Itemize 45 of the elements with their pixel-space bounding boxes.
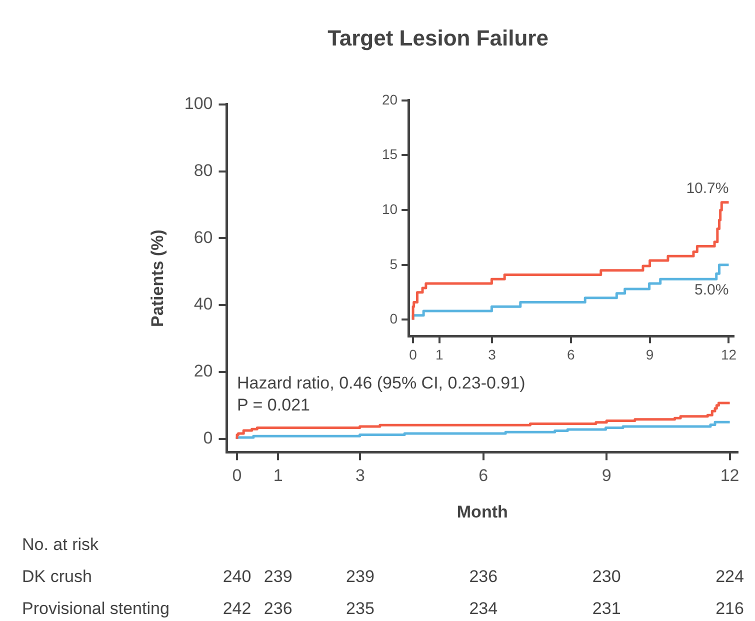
x-tick-label: 9 bbox=[602, 466, 612, 486]
chart-title: Target Lesion Failure bbox=[328, 25, 548, 50]
text: 240 bbox=[222, 566, 252, 586]
x-tick-label: 6 bbox=[478, 466, 488, 486]
x-tick-label: 1 bbox=[273, 466, 283, 486]
text: 236 bbox=[264, 598, 292, 618]
text: 234 bbox=[469, 598, 498, 618]
x-tick-label: 6 bbox=[566, 346, 575, 362]
x-tick-label: 1 bbox=[435, 346, 444, 362]
y-tick-label: 60 bbox=[194, 228, 213, 247]
text: No. at risk bbox=[22, 534, 100, 554]
y-tick-label: 0 bbox=[390, 310, 398, 327]
y-tick-label: 10 bbox=[382, 200, 398, 217]
text: 242 bbox=[222, 598, 252, 618]
x-tick-label: 0 bbox=[232, 466, 242, 486]
annotation: P = 0.021 bbox=[237, 396, 310, 415]
y-tick-label: 100 bbox=[184, 94, 213, 114]
y-axis-title: Patients (%) bbox=[148, 230, 167, 327]
y-tick-label: 5 bbox=[390, 256, 398, 272]
text: 216 bbox=[716, 598, 744, 618]
text: 235 bbox=[346, 598, 374, 618]
text: 224 bbox=[716, 566, 744, 586]
text: 230 bbox=[592, 566, 621, 586]
text: Provisional stenting bbox=[22, 598, 170, 618]
x-axis-title: Month bbox=[456, 502, 508, 522]
y-tick-label: 20 bbox=[382, 91, 398, 108]
annotation: 5.0% bbox=[694, 282, 729, 299]
y-tick-label: 15 bbox=[382, 146, 398, 162]
x-tick-label: 12 bbox=[720, 346, 737, 362]
x-tick-label: 0 bbox=[409, 346, 418, 362]
y-tick-label: 20 bbox=[194, 362, 213, 381]
x-tick-label: 3 bbox=[488, 346, 496, 362]
text: DK crush bbox=[22, 566, 92, 586]
text: 239 bbox=[346, 566, 374, 586]
text: 231 bbox=[592, 598, 621, 618]
text: 236 bbox=[469, 566, 498, 586]
y-tick-label: 40 bbox=[194, 294, 213, 314]
y-tick-label: 80 bbox=[194, 160, 213, 180]
y-tick-label: 0 bbox=[203, 428, 213, 448]
annotation: Hazard ratio, 0.46 (95% CI, 0.23-0.91) bbox=[237, 374, 526, 393]
annotation: 10.7% bbox=[686, 180, 729, 198]
text: 239 bbox=[264, 566, 292, 586]
x-tick-label: 9 bbox=[646, 346, 654, 362]
x-tick-label: 12 bbox=[720, 466, 740, 486]
x-tick-label: 3 bbox=[355, 466, 365, 486]
